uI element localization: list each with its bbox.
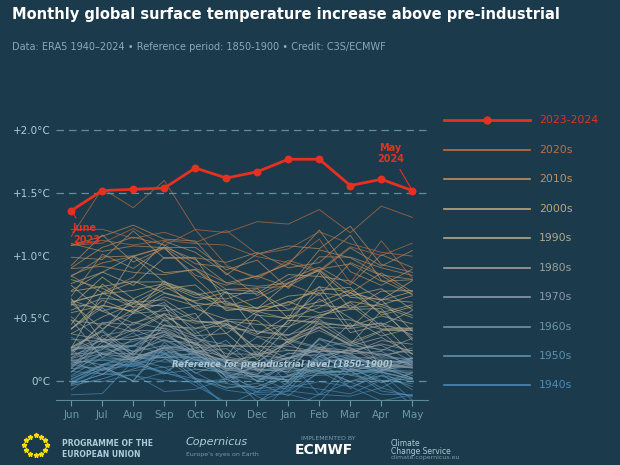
Text: 1940s: 1940s	[539, 380, 572, 391]
Point	[252, 168, 262, 175]
Text: IMPLEMENTED BY: IMPLEMENTED BY	[301, 436, 355, 441]
Text: PROGRAMME OF THE: PROGRAMME OF THE	[62, 439, 153, 448]
Text: Copernicus: Copernicus	[186, 437, 248, 447]
Text: Change Service: Change Service	[391, 447, 450, 456]
Point	[376, 176, 386, 183]
Text: 1970s: 1970s	[539, 292, 572, 302]
Text: Europe's eyes on Earth: Europe's eyes on Earth	[186, 452, 259, 457]
Point	[314, 155, 324, 163]
Text: 2020s: 2020s	[539, 145, 572, 155]
Point	[221, 174, 231, 182]
Text: 1960s: 1960s	[539, 321, 572, 332]
Text: EUROPEAN UNION: EUROPEAN UNION	[62, 450, 141, 459]
Point	[345, 182, 355, 189]
Text: May
2024: May 2024	[377, 143, 411, 188]
Point	[128, 186, 138, 193]
Text: June
2023: June 2023	[73, 213, 100, 245]
Text: 2023-2024: 2023-2024	[539, 115, 598, 125]
Text: Monthly global surface temperature increase above pre-industrial: Monthly global surface temperature incre…	[12, 7, 560, 22]
Text: 1990s: 1990s	[539, 233, 572, 243]
Text: Climate: Climate	[391, 439, 420, 448]
Point	[97, 187, 107, 194]
Text: Reference for preindustrial level (1850-1900): Reference for preindustrial level (1850-…	[172, 359, 392, 369]
Text: 2010s: 2010s	[539, 174, 572, 184]
Point	[190, 164, 200, 172]
Text: 2000s: 2000s	[539, 204, 573, 213]
Point	[283, 155, 293, 163]
Text: 1950s: 1950s	[539, 351, 572, 361]
Point	[66, 207, 76, 214]
Text: climate.copernicus.eu: climate.copernicus.eu	[391, 455, 460, 460]
Text: Data: ERA5 1940–2024 • Reference period: 1850-1900 • Credit: C3S/ECMWF: Data: ERA5 1940–2024 • Reference period:…	[12, 42, 386, 52]
Text: ECMWF: ECMWF	[294, 443, 353, 457]
Point	[159, 184, 169, 192]
Text: 1980s: 1980s	[539, 263, 572, 272]
Point	[407, 187, 417, 194]
